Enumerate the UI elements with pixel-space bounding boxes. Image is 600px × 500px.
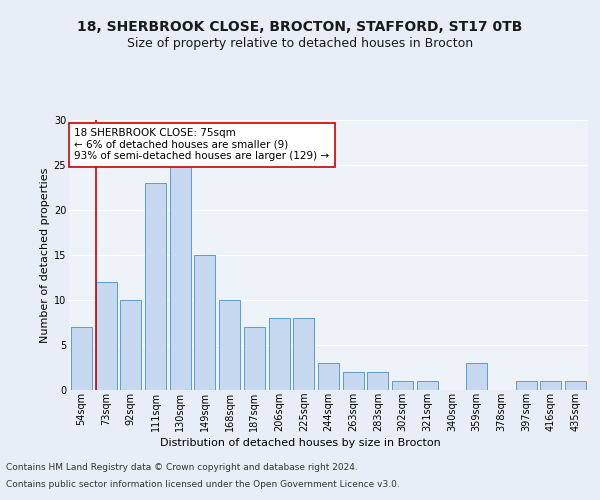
- Bar: [541, 381, 562, 390]
- Bar: [516, 381, 537, 390]
- Text: 18 SHERBROOK CLOSE: 75sqm
← 6% of detached houses are smaller (9)
93% of semi-de: 18 SHERBROOK CLOSE: 75sqm ← 6% of detach…: [74, 128, 329, 162]
- Bar: [565, 381, 586, 390]
- Bar: [219, 300, 240, 390]
- Bar: [417, 381, 438, 390]
- Text: Contains HM Land Registry data © Crown copyright and database right 2024.: Contains HM Land Registry data © Crown c…: [6, 462, 358, 471]
- Bar: [466, 363, 487, 390]
- Text: 18, SHERBROOK CLOSE, BROCTON, STAFFORD, ST17 0TB: 18, SHERBROOK CLOSE, BROCTON, STAFFORD, …: [77, 20, 523, 34]
- Bar: [95, 282, 116, 390]
- Y-axis label: Number of detached properties: Number of detached properties: [40, 168, 50, 342]
- Bar: [293, 318, 314, 390]
- Bar: [367, 372, 388, 390]
- Bar: [194, 255, 215, 390]
- Bar: [145, 183, 166, 390]
- Bar: [120, 300, 141, 390]
- Text: Contains public sector information licensed under the Open Government Licence v3: Contains public sector information licen…: [6, 480, 400, 489]
- Bar: [71, 327, 92, 390]
- Bar: [343, 372, 364, 390]
- Bar: [244, 327, 265, 390]
- Bar: [318, 363, 339, 390]
- Bar: [170, 165, 191, 390]
- Text: Distribution of detached houses by size in Brocton: Distribution of detached houses by size …: [160, 438, 440, 448]
- Bar: [392, 381, 413, 390]
- Text: Size of property relative to detached houses in Brocton: Size of property relative to detached ho…: [127, 38, 473, 51]
- Bar: [269, 318, 290, 390]
